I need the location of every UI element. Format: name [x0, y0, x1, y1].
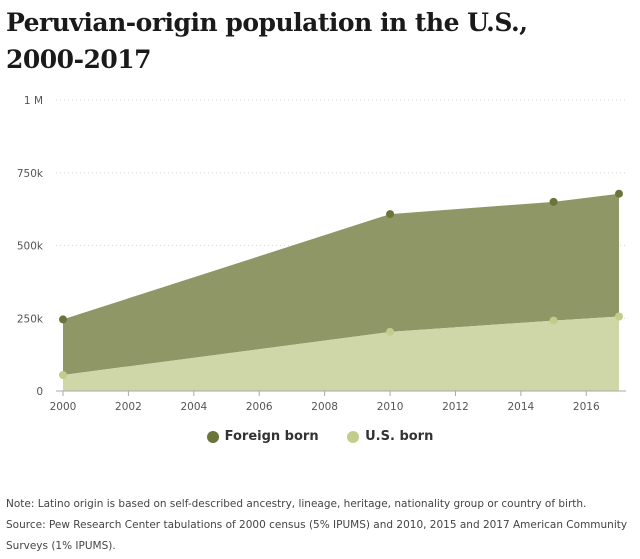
- foreign-born-point: [549, 197, 558, 206]
- y-tick-label: 750k: [17, 168, 44, 180]
- chart-title: Peruvian-origin population in the U.S., …: [6, 4, 626, 78]
- legend-label-us-born: U.S. born: [365, 429, 434, 444]
- area-chart: 0 250k 500k 750k 1 M 2000 2002 2004 2006 2008 2010…: [17, 95, 626, 413]
- chart-title-line-1: Peruvian-origin population in the U.S.,: [6, 8, 528, 37]
- x-tick-label: 2000: [50, 401, 77, 413]
- chart-title-line-2: 2000-2017: [6, 45, 152, 74]
- x-tick-label: 2014: [508, 401, 535, 413]
- note-text: Note: Latino origin is based on self-des…: [6, 498, 587, 510]
- legend-item-us-born: U.S. born: [347, 429, 433, 444]
- us-born-area: [63, 316, 619, 391]
- x-tick-label: 2016: [573, 401, 600, 413]
- us-born-point: [615, 312, 623, 321]
- foreign-born-swatch: [206, 430, 219, 443]
- foreign-born-point: [59, 315, 67, 324]
- legend-item-foreign-born: Foreign born: [206, 429, 319, 444]
- y-tick-label: 0: [36, 386, 43, 398]
- x-tick-label: 2002: [115, 401, 142, 413]
- y-tick-label: 250k: [17, 313, 44, 325]
- x-tick-label: 2006: [246, 401, 273, 413]
- us-born-point: [386, 327, 395, 336]
- foreign-born-point: [386, 210, 395, 219]
- foreign-born-point: [615, 189, 623, 198]
- y-tick-label: 1 M: [24, 95, 43, 107]
- x-tick-label: 2004: [180, 401, 207, 413]
- legend: Foreign born U.S. born: [0, 429, 640, 447]
- chart-notes: Note: Latino origin is based on self-des…: [6, 494, 632, 557]
- x-tick-label: 2008: [311, 401, 338, 413]
- us-born-point: [59, 370, 67, 379]
- legend-label-foreign-born: Foreign born: [224, 429, 319, 444]
- y-tick-label: 500k: [17, 241, 44, 253]
- us-born-point: [549, 316, 558, 325]
- us-born-swatch: [347, 430, 360, 443]
- x-tick-label: 2012: [442, 401, 469, 413]
- source-text: Source: Pew Research Center tabulations …: [6, 519, 628, 552]
- x-tick-label: 2010: [377, 401, 404, 413]
- foreign-born-area: [63, 193, 619, 375]
